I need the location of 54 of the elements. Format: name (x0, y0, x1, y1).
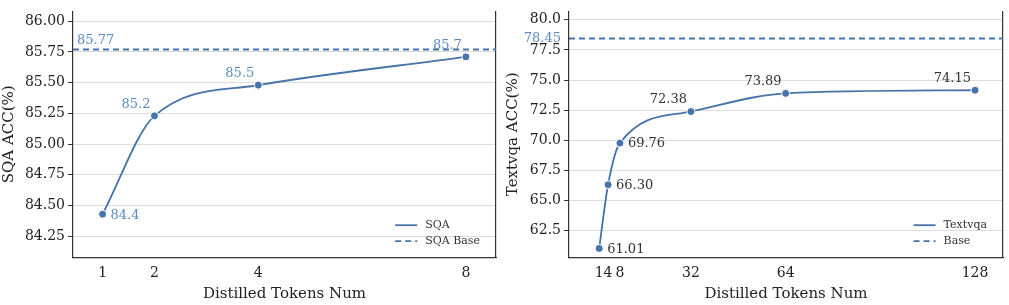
data-label: 74.15 (933, 70, 972, 86)
data-label: 85.5 (225, 65, 255, 81)
x-axis-title: Distilled Tokens Num (704, 283, 868, 302)
point (686, 107, 696, 117)
y-tick-label: 85.75 (24, 42, 65, 59)
x-tick-label: 2 (150, 264, 159, 281)
y-tick-label: 84.50 (24, 196, 65, 213)
data-label: 73.89 (744, 73, 782, 89)
y-tick-label: 84.25 (24, 226, 65, 243)
data-label: 85.2 (121, 95, 151, 111)
legend-label: Textvqa (943, 218, 988, 232)
y-tick-label: 67.5 (529, 160, 561, 177)
x-tick-label: 128 (961, 264, 989, 281)
data-label: 61.01 (607, 240, 645, 256)
x-tick-label: 32 (682, 264, 700, 281)
legend-label: SQA Base (425, 234, 481, 248)
x-axis-title: Distilled Tokens Num (202, 283, 367, 302)
y-tick-label: 84.75 (24, 165, 65, 182)
point (149, 111, 159, 121)
x-tick-label: 4 (253, 264, 263, 281)
x-tick-label: 64 (776, 264, 795, 281)
point (461, 52, 471, 62)
legend-label: Base (943, 234, 971, 248)
x-tick-label: 8 (461, 264, 471, 281)
data-label: 69.76 (627, 135, 666, 151)
y-tick-label: 85.50 (24, 73, 65, 90)
point (970, 85, 980, 95)
x-tick-label: 4 (603, 264, 613, 281)
point (781, 88, 791, 98)
y-axis-title: SQA ACC(%) (0, 85, 17, 184)
y-tick-label: 86.00 (24, 11, 65, 28)
data-label: 66.30 (616, 177, 654, 193)
y-tick-label: 70.0 (529, 130, 561, 147)
y-axis-title: Textvqa ACC(%) (502, 72, 521, 197)
data-label: 72.38 (649, 91, 687, 107)
point (253, 80, 263, 90)
x-tick-label: 1 (594, 264, 604, 281)
y-tick-label: 85.25 (24, 104, 65, 121)
legend-label: SQA (425, 218, 451, 232)
data-label: 85.77 (77, 32, 115, 48)
point (594, 243, 604, 253)
y-tick-label: 62.5 (529, 221, 561, 238)
x-tick-label: 1 (98, 264, 108, 281)
y-tick-label: 80.0 (529, 10, 561, 27)
x-tick-label: 8 (615, 264, 625, 281)
point (615, 138, 625, 148)
point (603, 180, 613, 190)
y-tick-label: 72.5 (529, 100, 561, 117)
y-tick-label: 75.0 (529, 70, 561, 87)
data-label: 84.4 (110, 206, 140, 222)
point (98, 209, 108, 219)
y-tick-label: 85.00 (24, 134, 65, 151)
data-label: 85.7 (432, 36, 462, 52)
y-tick-label: 65.0 (529, 191, 561, 208)
